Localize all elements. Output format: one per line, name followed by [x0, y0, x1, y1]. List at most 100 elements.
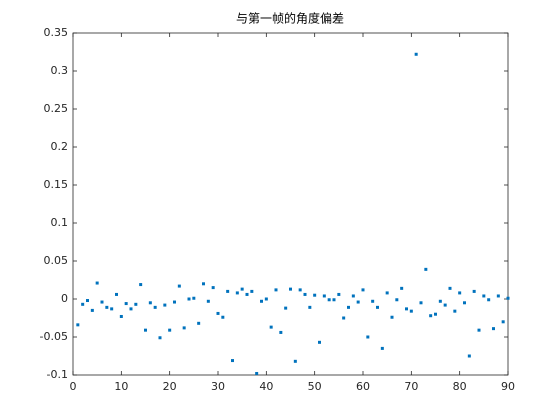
x-tick-label: 0 — [70, 380, 77, 393]
point — [400, 286, 404, 290]
point — [467, 354, 471, 358]
y-tick-label: 0.15 — [44, 178, 69, 191]
point — [202, 282, 205, 286]
point — [385, 291, 389, 295]
point — [380, 346, 384, 350]
point — [279, 330, 283, 334]
point — [221, 315, 225, 319]
point — [211, 286, 215, 290]
point — [255, 371, 259, 375]
point — [260, 299, 263, 303]
point — [487, 298, 491, 302]
point — [390, 315, 394, 319]
point — [182, 326, 186, 330]
point — [134, 302, 138, 306]
x-tick-label: 50 — [308, 380, 322, 393]
point — [332, 298, 336, 302]
point — [443, 303, 447, 307]
point — [308, 305, 312, 309]
point — [492, 327, 495, 331]
point — [245, 292, 249, 296]
point — [322, 294, 326, 298]
point — [100, 300, 104, 304]
point — [148, 301, 152, 305]
point — [168, 328, 172, 332]
point — [351, 294, 355, 298]
x-tick-label: 40 — [259, 380, 273, 393]
point — [414, 52, 418, 56]
point — [177, 284, 181, 288]
point — [274, 288, 278, 292]
point — [409, 309, 413, 313]
point — [376, 305, 379, 309]
x-tick-label: 30 — [211, 380, 225, 393]
point — [86, 299, 89, 303]
point — [95, 281, 99, 285]
point — [347, 305, 350, 309]
point — [342, 316, 346, 320]
point — [124, 302, 128, 306]
point — [264, 297, 268, 301]
y-tick-label: 0 — [61, 292, 68, 305]
point — [284, 306, 288, 310]
point — [110, 307, 114, 311]
point — [173, 300, 176, 304]
point — [419, 301, 423, 305]
x-tick-label: 80 — [453, 380, 467, 393]
point — [429, 314, 433, 318]
point — [105, 305, 109, 309]
point — [313, 293, 317, 297]
point — [337, 292, 341, 296]
point — [197, 321, 201, 325]
point — [206, 299, 210, 303]
point — [144, 328, 147, 332]
point — [192, 296, 196, 300]
point — [318, 340, 321, 344]
axes-box — [72, 32, 509, 376]
point — [303, 292, 307, 296]
point — [501, 320, 505, 324]
point — [231, 359, 234, 363]
point — [163, 303, 167, 307]
point — [240, 287, 244, 291]
point — [453, 309, 457, 313]
point — [371, 299, 375, 303]
x-tick-label: 60 — [356, 380, 370, 393]
point — [119, 314, 123, 318]
point — [216, 311, 220, 315]
x-tick-label: 10 — [114, 380, 128, 393]
point — [472, 289, 476, 293]
point — [506, 296, 510, 300]
x-tick-label: 20 — [163, 380, 177, 393]
point — [90, 308, 94, 312]
chart-title: 与第一帧的角度偏差 — [236, 11, 344, 26]
point — [250, 289, 254, 293]
point — [298, 288, 302, 292]
point — [153, 305, 157, 309]
point — [496, 294, 500, 298]
y-tick-label: -0.1 — [47, 368, 68, 381]
point — [458, 291, 462, 295]
point — [158, 336, 162, 340]
x-tick-label: 90 — [501, 380, 515, 393]
point — [405, 307, 408, 311]
point — [361, 288, 365, 292]
point — [76, 323, 80, 327]
y-tick-label: 0.2 — [51, 140, 69, 153]
y-tick-label: 0.25 — [44, 102, 69, 115]
point — [424, 267, 428, 271]
y-tick-label: 0.35 — [44, 26, 69, 39]
point — [477, 328, 481, 332]
point — [482, 294, 486, 298]
point — [115, 292, 118, 296]
point — [463, 301, 466, 305]
point — [226, 289, 230, 293]
point — [81, 302, 85, 306]
y-tick-label: -0.05 — [40, 330, 68, 343]
point — [235, 291, 239, 295]
point — [269, 325, 273, 329]
point — [356, 300, 360, 304]
point — [293, 359, 297, 363]
point — [187, 297, 191, 301]
